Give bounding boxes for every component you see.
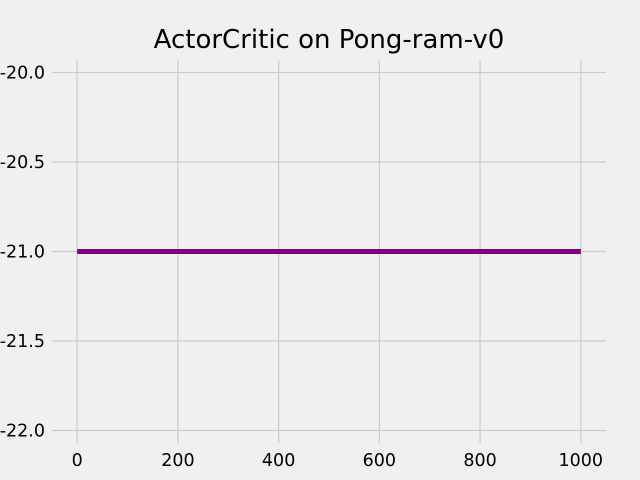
chart-title: ActorCritic on Pong-ram-v0 [154, 25, 505, 55]
y-tick-label: -20.0 [0, 64, 45, 84]
y-tick-label: -20.5 [0, 153, 45, 173]
x-axis-ticks: 0 200 400 600 800 1000 [72, 451, 603, 471]
y-tick-label: -22.0 [0, 421, 45, 441]
x-tick-label: 1000 [559, 451, 604, 471]
x-tick-label: 600 [363, 451, 396, 471]
x-tick-label: 0 [72, 451, 83, 471]
y-tick-label: -21.0 [0, 243, 45, 263]
x-tick-label: 400 [262, 451, 295, 471]
x-tick-label: 200 [161, 451, 194, 471]
y-tick-label: -21.5 [0, 332, 45, 352]
x-tick-label: 800 [463, 451, 496, 471]
y-axis-ticks: -20.0 -20.5 -21.0 -21.5 -22.0 [0, 64, 45, 442]
